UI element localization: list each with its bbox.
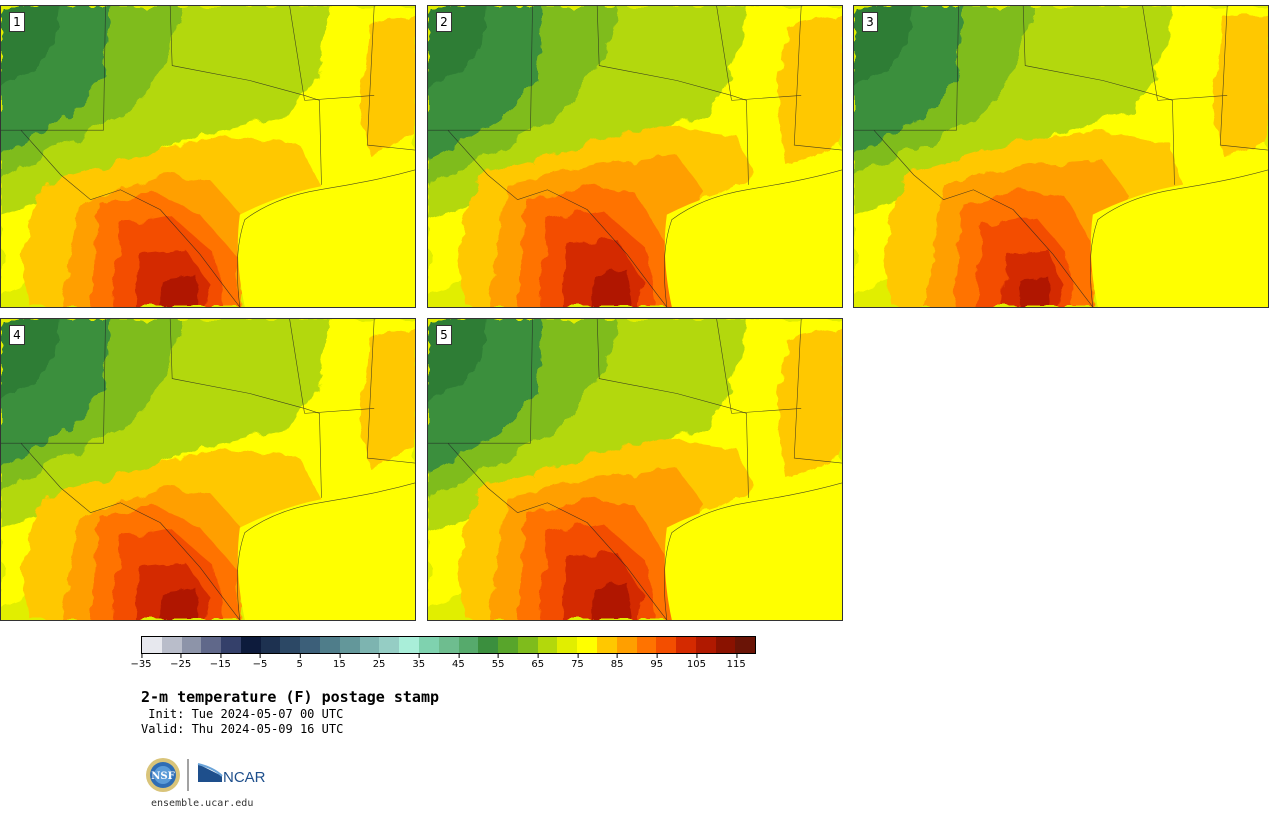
member-panel-4[interactable]: 4 [0,318,416,621]
colorbar-tick-label: −5 [253,654,267,670]
colorbar-swatch [181,637,202,653]
colorbar-tick-label: 65 [531,654,544,670]
colorbar-tick-label: 35 [412,654,425,670]
ncar-logo: NCAR [197,763,266,786]
colorbar-swatch [221,637,241,653]
nsf-logo: NSF [146,758,180,792]
colorbar-tick-label: 25 [373,654,385,670]
member-panel-1[interactable]: 1 [0,5,416,308]
colorbar-swatch [418,637,439,653]
colorbar-swatch [537,637,558,653]
colorbar-ticks: −35 −25 −15 −5 5 15 25 35 45 55 65 75 85 95 105 115 [130,654,756,676]
colorbar-tick-label: 45 [452,654,465,670]
colorbar-swatch [596,637,617,653]
colorbar-tick-label: 5 [297,654,303,670]
colorbar-tick-label: 105 [687,654,706,670]
member-label-2: 2 [436,12,452,32]
temperature-map-5 [428,319,842,620]
colorbar-swatch [735,637,756,653]
colorbar-swatch [656,637,677,653]
temperature-map-2 [428,6,842,307]
colorbar-swatch [695,637,716,653]
colorbar-swatch [201,637,222,653]
temperature-map-3 [854,6,1268,307]
colorbar-tick-label: −35 [130,654,152,670]
colorbar-swatch [676,637,696,653]
colorbar-swatch [557,637,578,653]
temperature-colorbar [141,636,756,654]
colorbar-swatch [260,637,281,653]
member-label-5: 5 [436,325,452,345]
colorbar-tick-label: 55 [492,654,504,670]
temperature-map-4 [1,319,415,620]
init-time: Init: Tue 2024-05-07 00 UTC [141,707,344,721]
colorbar-swatch [517,637,538,653]
temperature-map-1 [1,6,415,307]
colorbar-swatch [320,637,340,653]
member-panel-5[interactable]: 5 [427,318,843,621]
colorbar-swatch [478,637,499,653]
member-label-1: 1 [9,12,25,32]
colorbar-swatch [399,637,419,653]
colorbar-swatch [142,637,162,653]
colorbar-swatch [161,637,182,653]
member-label-4: 4 [9,325,25,345]
colorbar-swatch [498,637,518,653]
colorbar-swatch [379,637,400,653]
colorbar-tick-label: 115 [727,654,746,670]
colorbar-swatch [715,637,736,653]
colorbar-tick-label: 95 [650,654,663,670]
ncar-logo-text: NCAR [223,769,266,786]
colorbar-swatch [577,637,597,653]
colorbar-tick-label: 85 [611,654,623,670]
colorbar-swatch [339,637,360,653]
valid-time: Valid: Thu 2024-05-09 16 UTC [141,722,344,736]
member-panel-3[interactable]: 3 [853,5,1269,308]
colorbar-swatch [280,637,301,653]
colorbar-tick-label: 75 [571,654,584,670]
colorbar-swatch [359,637,380,653]
colorbar-swatch [240,637,261,653]
colorbar-swatch [438,637,459,653]
colorbar-tick-label: 15 [333,654,346,670]
colorbar-swatch [300,637,321,653]
chart-title: 2-m temperature (F) postage stamp [141,688,440,706]
footer-url[interactable]: ensemble.ucar.edu [151,798,254,809]
nsf-logo-text: NSF [151,771,174,782]
colorbar-swatch [458,637,479,653]
colorbar-swatch [616,637,637,653]
colorbar-swatch [636,637,657,653]
member-panel-2[interactable]: 2 [427,5,843,308]
colorbar-tick-label: −25 [170,654,191,670]
member-label-3: 3 [862,12,878,32]
colorbar-tick-label: −15 [210,654,231,670]
nsf-ncar-logos: NSF NCAR [146,758,266,792]
